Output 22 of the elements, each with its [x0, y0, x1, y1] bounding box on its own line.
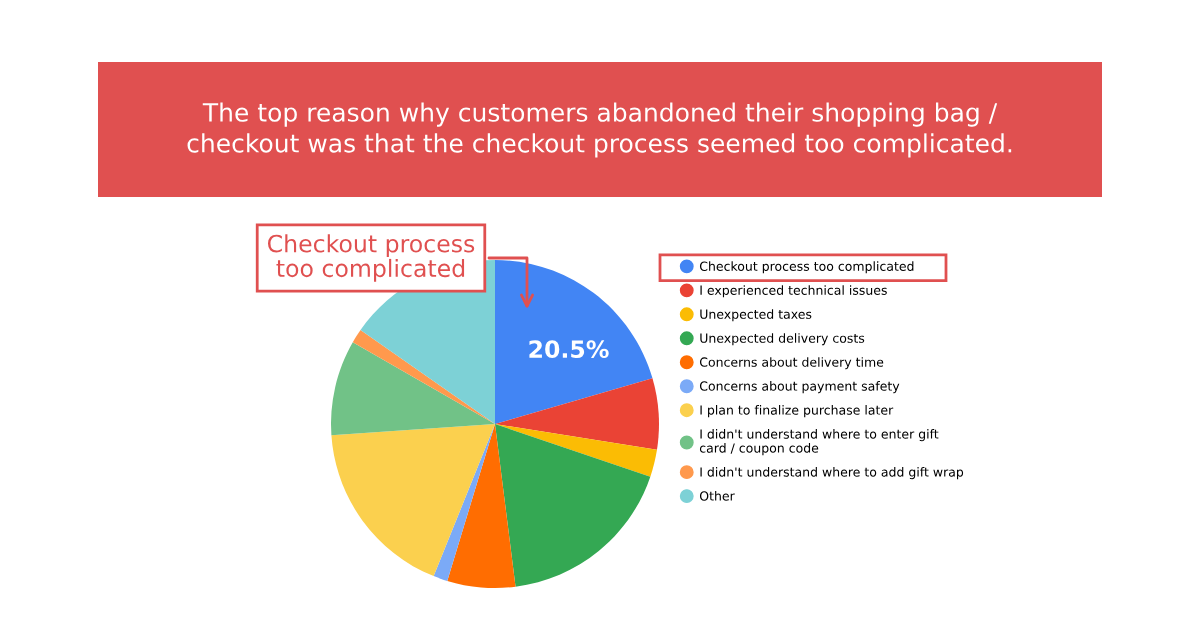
pie-slice — [331, 424, 495, 577]
pie-slice — [447, 424, 516, 588]
pie-slice — [495, 424, 651, 587]
legend-label: I didn't understand where to add gift wrap — [700, 467, 964, 480]
legend-label: Concerns about payment safety — [699, 381, 900, 394]
legend-label: Concerns about delivery time — [699, 357, 884, 370]
pie-slice — [331, 342, 495, 436]
chart-title: The top reason why customers abandoned their shopping bag / checkout was that the checkout process seemed too complicated. — [187, 102, 1012, 158]
pie-slice — [352, 330, 495, 424]
pie-slice — [495, 260, 653, 424]
legend-label: Unexpected taxes — [700, 309, 812, 322]
data-label: 20.5% — [529, 340, 609, 359]
legend-label: Checkout process too complicated — [699, 261, 914, 274]
legend-label: Unexpected delivery costs — [700, 333, 865, 346]
pie-slice — [495, 424, 657, 477]
text: Checkout process too complicated — [267, 234, 475, 282]
legend-label: I experienced technical issues — [700, 285, 887, 298]
legend-label: I didn't understand where to enter gift card / coupon code — [699, 429, 939, 456]
legend-label: Other — [699, 491, 735, 501]
pie-slice — [433, 424, 495, 581]
legend-label: I plan to finalize purchase later — [700, 405, 894, 418]
pie-slice — [495, 378, 659, 450]
